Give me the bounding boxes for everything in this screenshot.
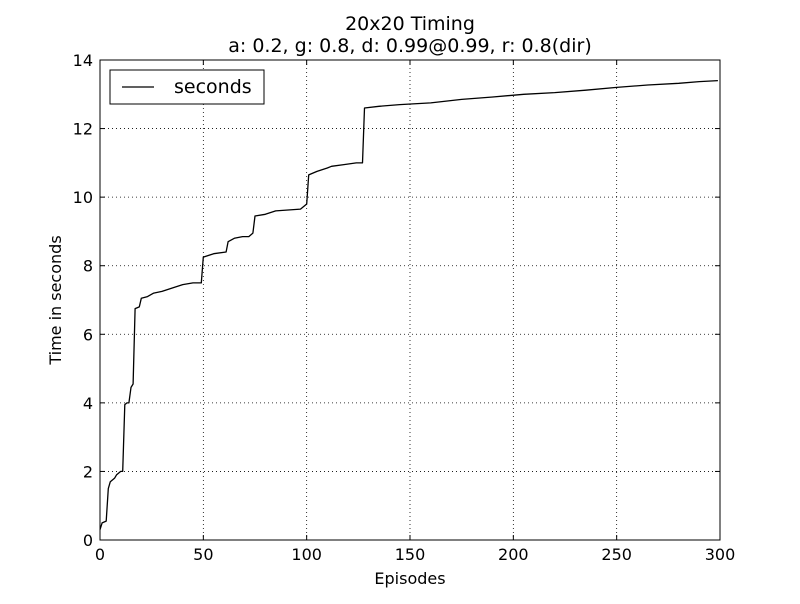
y-tick-label: 12 [73, 120, 93, 139]
x-tick-label: 100 [291, 545, 322, 564]
axes: 0 50 100 150 200 250 300 0 2 4 6 8 10 12 14 [73, 51, 736, 564]
x-tick-label: 300 [705, 545, 736, 564]
y-tick-label: 10 [73, 188, 93, 207]
y-tick-label: 2 [83, 462, 93, 481]
x-axis-label: Episodes [374, 569, 445, 588]
y-tick-label: 6 [83, 325, 93, 344]
plot-frame [99, 59, 721, 541]
x-tick-label: 200 [498, 545, 529, 564]
series-line-seconds [99, 79, 718, 530]
y-tick-label: 8 [83, 257, 93, 276]
y-tick-label: 4 [83, 394, 93, 413]
x-tick-label: 250 [601, 545, 632, 564]
series-layer [99, 79, 718, 530]
legend-label-seconds: seconds [174, 76, 252, 98]
grid [100, 60, 720, 540]
legend: seconds [109, 69, 265, 105]
x-tick-label: 0 [95, 545, 105, 564]
chart-subtitle: a: 0.2, g: 0.8, d: 0.99@0.99, r: 0.8(dir… [228, 35, 591, 57]
x-tick-label: 150 [395, 545, 426, 564]
chart-title: 20x20 Timing [345, 13, 475, 35]
y-axis-label: Time in seconds [46, 235, 65, 365]
x-tick-label: 50 [193, 545, 213, 564]
y-tick-label: 14 [73, 51, 93, 70]
y-tick-label: 0 [83, 531, 93, 550]
